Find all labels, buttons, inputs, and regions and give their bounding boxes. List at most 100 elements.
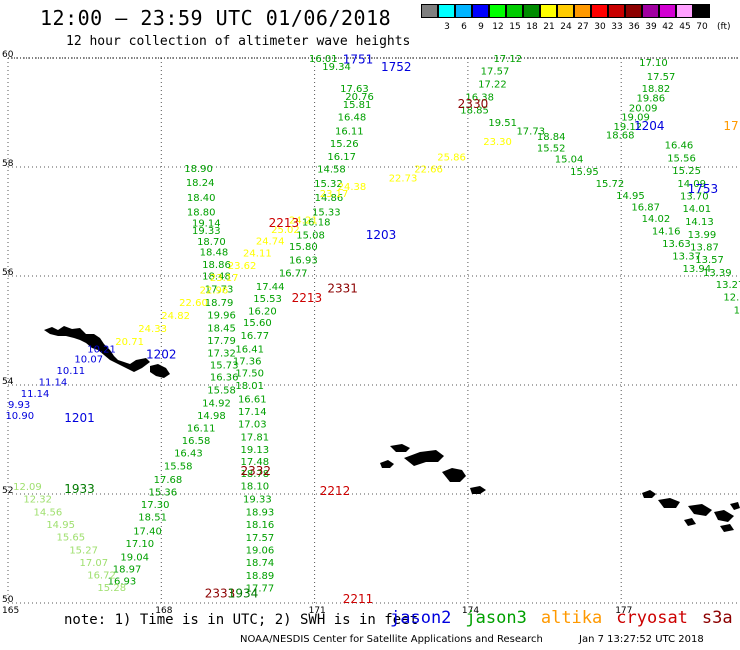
wave-height-value: 18.90	[184, 164, 213, 175]
wave-height-value: 19.96	[207, 311, 236, 322]
scale-swatch	[421, 4, 438, 18]
satellite-legend-entry: jason2	[390, 608, 452, 628]
wave-height-value: 23.17	[210, 273, 239, 284]
wave-height-value: 15.27	[69, 545, 98, 556]
pass-time-label: 1752	[381, 60, 412, 74]
wave-height-value: 19.34	[322, 62, 351, 73]
scale-swatch	[642, 4, 659, 18]
wave-height-value: 16.18	[302, 217, 331, 228]
wave-height-value: 17.36	[233, 356, 262, 367]
wave-height-value: 15.60	[243, 318, 272, 329]
aleutian-island-5	[658, 498, 680, 508]
scale-swatch	[489, 4, 506, 18]
scale-swatch	[472, 4, 489, 18]
pass-time-label: 1203	[366, 228, 397, 242]
wave-height-value: 12.09	[13, 482, 42, 493]
wave-height-value: 14.86	[315, 193, 344, 204]
wave-height-value: 20.71	[115, 337, 144, 348]
scale-label: 70	[696, 22, 708, 32]
scale-label: 24	[560, 22, 572, 32]
pass-time-label: 1751	[343, 52, 374, 66]
scale-label: 27	[577, 22, 589, 32]
scale-label: 30	[594, 22, 606, 32]
map-subtitle: 12 hour collection of altimeter wave hei…	[66, 34, 411, 49]
wave-height-value: 19.09	[621, 113, 650, 124]
wave-height-value: 15.80	[289, 242, 318, 253]
aleutian-island-8	[684, 518, 696, 526]
wave-height-value: 25.02	[271, 225, 300, 236]
scale-label: 21	[543, 22, 555, 32]
wave-height-value: 18.86	[202, 260, 231, 271]
wave-height-value: 18.78	[241, 469, 270, 480]
wave-height-value: 18.74	[246, 558, 275, 569]
wave-height-value: 15.08	[296, 230, 325, 241]
wave-height-value: 17.79	[207, 336, 236, 347]
wave-height-value: 17.22	[478, 79, 507, 90]
wave-height-value: 15.32	[314, 179, 343, 190]
wave-height-value: 16.58	[182, 436, 211, 447]
wave-height-value: 19.86	[637, 94, 666, 105]
wave-height-value: 17.48	[241, 457, 270, 468]
wave-height-value: 18.48	[202, 271, 231, 282]
satellite-legend-entry: altika	[540, 608, 603, 628]
wave-height-value: 17.30	[141, 500, 170, 511]
wave-height-value: 18.93	[246, 507, 275, 518]
wave-height-value: 15.25	[672, 166, 701, 177]
wave-height-value: 10.11	[57, 366, 86, 377]
wave-height-value: 10.07	[74, 355, 103, 366]
wave-height-value: 17.44	[256, 282, 285, 293]
scale-swatch	[506, 4, 523, 18]
scale-swatch	[523, 4, 540, 18]
wave-height-value: 16.87	[631, 203, 660, 214]
satellite-legend: jason2 jason3 altika cryosat s3a	[390, 608, 740, 628]
wave-height-value: 15.28	[97, 583, 126, 594]
wave-height-value: 17.73	[516, 126, 545, 137]
scale-label: 45	[679, 22, 691, 32]
wave-height-value: 19.14	[192, 218, 221, 229]
wave-height-value: 13.37	[672, 252, 701, 263]
scale-swatch	[676, 4, 693, 18]
wave-height-value: 19.33	[192, 226, 221, 237]
wave-height-value: 16.93	[289, 255, 318, 266]
wave-height-value: 16.41	[235, 344, 264, 355]
wave-height-value: 13.94	[683, 264, 712, 275]
pass-time-label: 2213	[269, 216, 300, 230]
pass-time-label: 2213	[292, 291, 323, 305]
wave-height-value: 15.73	[210, 361, 239, 372]
wave-height-value: 18.80	[187, 208, 216, 219]
wave-height-value: 14.98	[197, 411, 226, 422]
wave-height-value: 15.58	[207, 386, 236, 397]
wave-height-value: 10.21	[87, 344, 116, 355]
kodiak-island	[150, 364, 170, 378]
wave-height-value: 22.73	[389, 174, 418, 185]
pass-time-labels: 1751 1752 2330 1204 1718 1753 2213 1203 2331 2213…	[64, 52, 740, 606]
wave-height-value: 19.51	[488, 118, 517, 129]
scale-label: 36	[628, 22, 640, 32]
wave-height-value: 17.10	[639, 58, 668, 69]
wave-height-value: 14.95	[616, 191, 645, 202]
wave-height-value: 18.40	[187, 193, 216, 204]
lat-label: 58	[2, 159, 14, 169]
pass-time-label: 1204	[634, 119, 665, 133]
wave-height-value: 18.16	[246, 520, 275, 531]
wave-height-value: 13.27	[716, 280, 740, 291]
wave-height-value: 16.11	[335, 126, 364, 137]
wave-height-value: 14.95	[46, 520, 75, 531]
wave-height-value: 18.82	[642, 84, 671, 95]
wave-height-value: 15.52	[537, 144, 566, 155]
wave-height-value: 23.30	[483, 137, 512, 148]
satellite-legend-entry: s3a	[701, 608, 733, 628]
aleutian-island-9	[730, 502, 740, 510]
scale-swatch	[591, 4, 608, 18]
wave-height-value: 12.32	[23, 495, 52, 506]
wave-height-value: 16.17	[327, 152, 356, 163]
wave-height-value: 23.17	[320, 189, 349, 200]
wave-height-value: 16.20	[248, 307, 277, 318]
wave-height-value: 15.33	[312, 208, 341, 219]
wave-height-value: 18.01	[235, 381, 264, 392]
wave-height-value: 17.57	[246, 533, 275, 544]
wave-height-value: 24.82	[161, 311, 190, 322]
wave-height-value: 14.13	[685, 217, 714, 228]
lat-label: 50	[2, 595, 14, 605]
wave-height-value: 16.93	[108, 576, 137, 587]
